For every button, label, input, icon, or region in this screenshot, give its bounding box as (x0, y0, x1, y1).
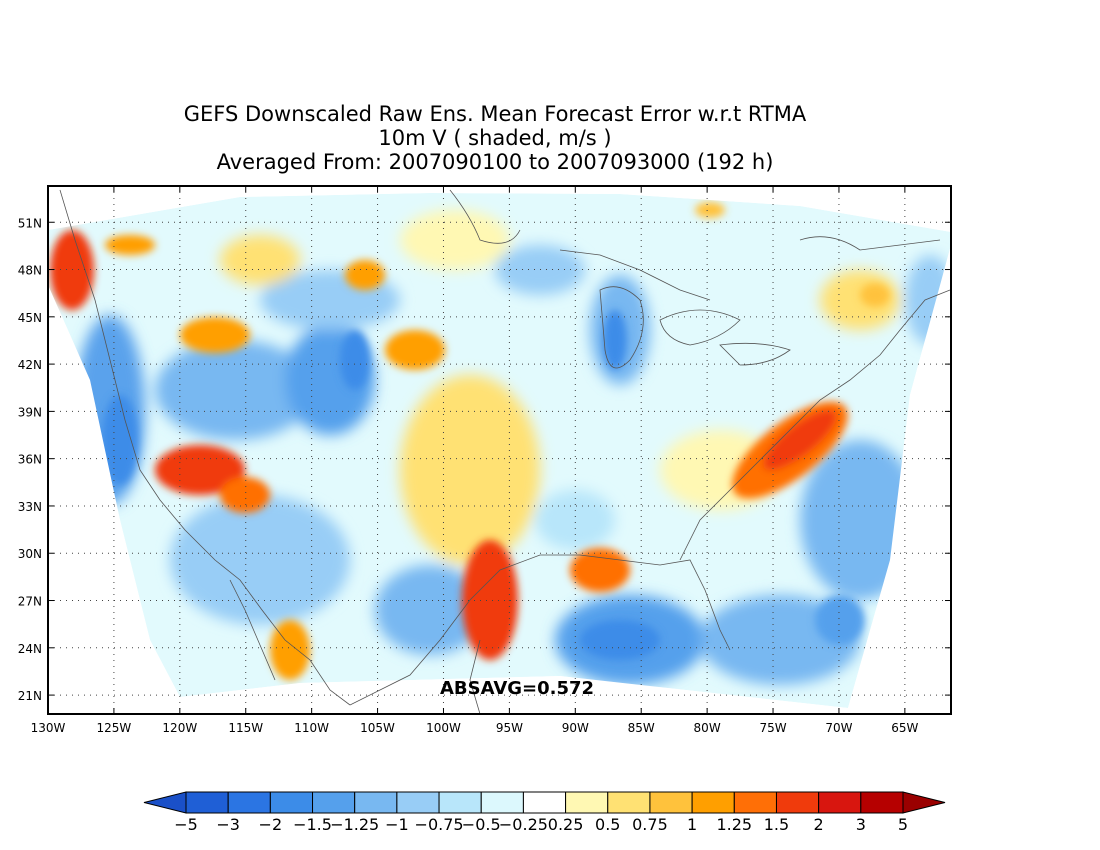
colorbar-swatch (354, 791, 398, 814)
lon-label: 85W (628, 721, 655, 735)
lon-label: 120W (162, 721, 197, 735)
lat-label: 33N (18, 500, 42, 514)
colorbar-label: 1.25 (716, 815, 752, 834)
colorbar-label: 3 (856, 815, 866, 834)
colorbar-label: 1.5 (764, 815, 789, 834)
map-axes: 51N 48N 45N 42N 39N 36N 33N 30N 27N 24N 21N 130W 125… (18, 186, 951, 735)
colorbar-label: −1 (385, 815, 409, 834)
colorbar-swatch (522, 791, 567, 814)
colorbar-swatch (396, 791, 440, 814)
colorbar-label: −0.5 (462, 815, 501, 834)
colorbar-swatch (691, 791, 735, 814)
lat-label: 39N (18, 405, 42, 419)
lat-label: 36N (18, 453, 42, 467)
coastlines (59, 189, 951, 714)
title-line-3: Averaged From: 2007090100 to 2007093000 … (216, 150, 774, 174)
colorbar-swatch (185, 791, 229, 814)
colorbar-swatch (269, 791, 314, 814)
colorbar: −5 −3 −2 −1.5−1.25 −1 −0.75−0.5−0.25 0.25 0.5 0.… (143, 791, 946, 834)
colorbar-label: −2 (259, 815, 283, 834)
lon-label: 75W (759, 721, 786, 735)
lat-label: 42N (18, 358, 42, 372)
lat-lon-grid (47, 186, 951, 714)
colorbar-label: 5 (898, 815, 908, 834)
colorbar-swatch (649, 791, 693, 814)
lon-label: 130W (31, 721, 66, 735)
shaded-field (48, 186, 951, 714)
absavg-label: ABSAVG=0.572 (440, 678, 594, 699)
colorbar-label: −0.25 (499, 815, 548, 834)
colorbar-swatch (480, 791, 524, 814)
colorbar-label: 0.75 (632, 815, 668, 834)
colorbar-label: 0.5 (595, 815, 620, 834)
colorbar-swatch (733, 791, 777, 814)
lon-label: 105W (360, 721, 395, 735)
chart-title: GEFS Downscaled Raw Ens. Mean Forecast E… (0, 102, 990, 174)
colorbar-swatch (607, 791, 651, 814)
lon-label: 70W (825, 721, 852, 735)
colorbar-low-arrow (143, 791, 187, 814)
colorbar-label: −1.5 (293, 815, 332, 834)
colorbar-swatch (312, 791, 356, 814)
colorbar-label: −5 (174, 815, 198, 834)
colorbar-swatch (438, 791, 482, 814)
lon-label: 95W (496, 721, 523, 735)
lat-label: 51N (18, 216, 42, 230)
colorbar-label: −3 (216, 815, 240, 834)
lat-label: 21N (18, 689, 42, 703)
colorbar-high-arrow (902, 791, 946, 814)
lat-label: 30N (18, 547, 42, 561)
lat-label: 48N (18, 264, 42, 278)
colorbar-label: 1 (687, 815, 697, 834)
title-line-2: 10m V ( shaded, m/s ) (378, 126, 612, 150)
lat-label: 27N (18, 595, 42, 609)
lat-label: 45N (18, 311, 42, 325)
lon-label: 90W (562, 721, 589, 735)
colorbar-label: 0.25 (548, 815, 584, 834)
map-frame (47, 185, 952, 715)
lon-label: 110W (294, 721, 329, 735)
title-line-1: GEFS Downscaled Raw Ens. Mean Forecast E… (183, 102, 807, 126)
lat-label: 24N (18, 642, 42, 656)
lon-label: 125W (97, 721, 132, 735)
colorbar-label: −1.25 (330, 815, 379, 834)
lon-label: 65W (891, 721, 918, 735)
lon-label: 80W (694, 721, 721, 735)
lon-label: 115W (228, 721, 263, 735)
colorbar-swatch (860, 791, 904, 814)
colorbar-swatch (818, 791, 862, 814)
colorbar-swatch (565, 791, 609, 814)
colorbar-swatch (227, 791, 271, 814)
colorbar-label: −0.75 (415, 815, 464, 834)
lon-label: 100W (426, 721, 461, 735)
colorbar-swatch (775, 791, 820, 814)
colorbar-label: 2 (814, 815, 824, 834)
